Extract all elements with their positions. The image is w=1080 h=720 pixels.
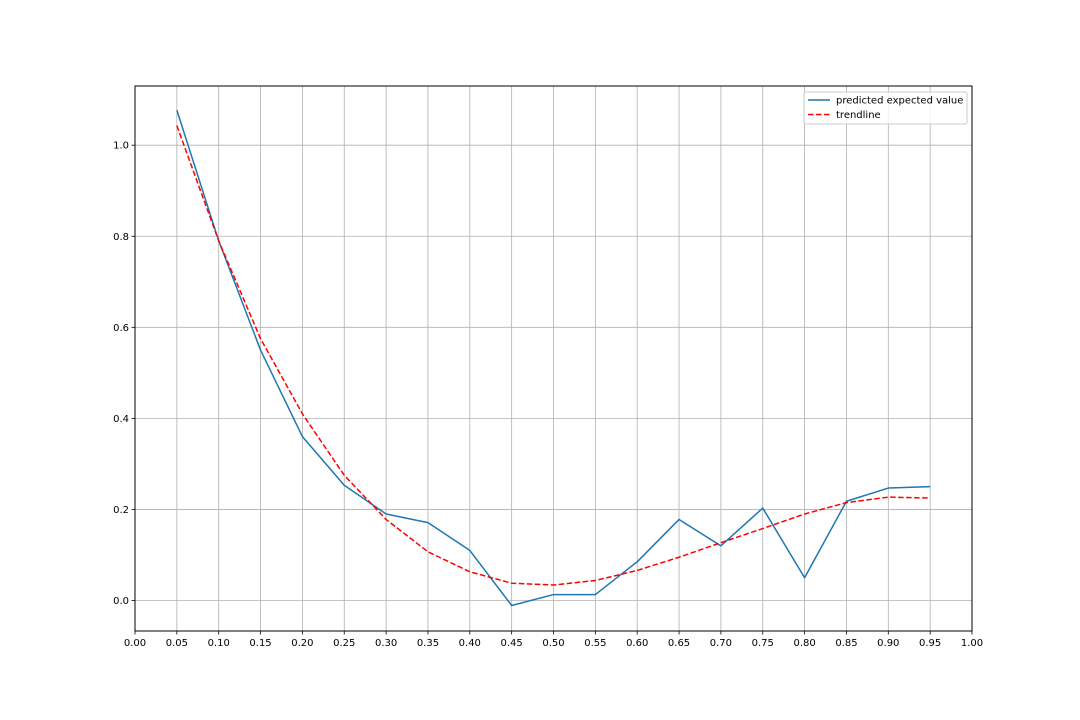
series-lines [176, 109, 931, 607]
y-tick-label: 0.8 [113, 232, 129, 243]
x-tick-label: 0.45 [501, 638, 523, 649]
x-tick-label: 0.60 [626, 638, 648, 649]
y-tick-label: 0.2 [113, 505, 129, 516]
y-tick-label: 0.4 [113, 414, 129, 425]
x-tick-label: 0.85 [835, 638, 857, 649]
x-tick-label: 0.50 [542, 638, 564, 649]
x-tick-label: 0.20 [291, 638, 313, 649]
legend-label-trendline: trendline [836, 110, 881, 121]
legend-box [803, 91, 968, 125]
x-tick-label: 0.15 [249, 638, 271, 649]
y-axis: 0.0 0.2 0.4 0.6 0.8 1.0 [113, 141, 135, 607]
x-tick-label: 0.05 [166, 638, 188, 649]
legend: predicted expected value trendline [803, 91, 968, 125]
x-tick-label: 0.75 [752, 638, 774, 649]
x-tick-label: 0.65 [668, 638, 690, 649]
x-tick-label: 0.95 [919, 638, 941, 649]
series-line-predicted-expected-value [176, 109, 931, 607]
x-tick-label: 0.70 [710, 638, 732, 649]
x-tick-label: 0.35 [417, 638, 439, 649]
x-tick-label: 0.90 [877, 638, 899, 649]
x-tick-label: 1.00 [961, 638, 983, 649]
x-tick-label: 0.00 [124, 638, 146, 649]
y-tick-label: 0.0 [113, 596, 129, 607]
x-tick-label: 0.10 [208, 638, 230, 649]
x-tick-label: 0.30 [375, 638, 397, 649]
grid-lines [134, 86, 973, 631]
legend-label-predicted-expected-value: predicted expected value [836, 96, 963, 107]
series-line-trendline [176, 125, 931, 586]
x-axis: 0.00 0.05 0.10 0.15 0.20 0.25 0.30 0.35 0.40 0.45… [124, 631, 983, 649]
y-tick-label: 1.0 [113, 141, 129, 152]
x-tick-label: 0.25 [333, 638, 355, 649]
x-tick-label: 0.40 [459, 638, 481, 649]
x-tick-label: 0.80 [793, 638, 815, 649]
x-tick-label: 0.55 [584, 638, 606, 649]
y-tick-label: 0.6 [113, 323, 129, 334]
